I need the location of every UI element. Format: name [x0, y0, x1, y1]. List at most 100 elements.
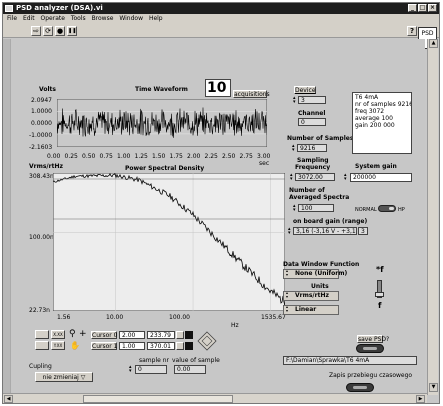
front-panel: Volts Time Waveform 10 acquisitions 2.09…: [11, 39, 425, 394]
info-line: freq 3072: [355, 108, 385, 115]
system-gain-label: System gain: [355, 163, 397, 170]
sampling-label-1: Sampling: [297, 157, 329, 164]
scale-ring[interactable]: Linear: [283, 305, 339, 315]
device-field[interactable]: 3: [298, 96, 326, 104]
waveform-xlabel: sec: [259, 160, 270, 167]
wave-ytick: 1.0000: [31, 108, 52, 115]
psd-xtick: 1535.67: [261, 314, 286, 321]
cursor-0-name[interactable]: Cursor 0: [91, 331, 118, 339]
wave-xtick: 2.50: [222, 153, 236, 160]
normal-hp-toggle[interactable]: [378, 205, 396, 212]
sample-nr-field[interactable]: 0: [135, 365, 167, 374]
board-gain-spinner-icon[interactable]: ▴ ▾: [288, 226, 291, 236]
menu-tools[interactable]: Tools: [70, 15, 86, 22]
acquisitions-label: acquisitions: [233, 90, 270, 98]
wave-ytick: -1.0000: [29, 132, 53, 139]
menu-help[interactable]: Help: [148, 15, 163, 22]
window-title: PSD analyzer (DSA).vi: [16, 4, 103, 12]
scroll-down-icon[interactable]: ▼: [429, 383, 438, 392]
cursor-0-x[interactable]: 2.00: [119, 331, 145, 339]
psd-trace: [53, 173, 285, 307]
scroll-left-icon[interactable]: ◀: [4, 395, 13, 403]
num-averaged-spinner-icon[interactable]: ▴ ▾: [293, 203, 296, 213]
save-waveform-button[interactable]: [346, 383, 374, 392]
x-scale-lock-button[interactable]: [35, 330, 49, 339]
file-path-field[interactable]: F:\Damian\Sprawka\T6 4mA: [283, 356, 417, 365]
scroll-thumb[interactable]: [83, 395, 233, 403]
toggle-normal-label: NORMAL: [355, 207, 377, 213]
psd-plot[interactable]: [53, 173, 285, 311]
sample-nr-label: sample nr: [139, 357, 169, 364]
y-format-button[interactable]: Y.XX: [51, 341, 65, 350]
window-function-ring[interactable]: None (Uniform): [283, 269, 347, 279]
channel-field[interactable]: 0: [298, 118, 326, 126]
pause-icon[interactable]: ❚❚: [67, 26, 77, 36]
scale-value: Linear: [295, 306, 317, 313]
device-spinner-icon[interactable]: ▴ ▾: [293, 95, 296, 105]
menu-file[interactable]: File: [7, 15, 18, 22]
system-gain-field[interactable]: 200000: [350, 173, 412, 182]
wave-xtick: 0.75: [99, 153, 113, 160]
menu-window[interactable]: Window: [119, 15, 144, 22]
psd-xtick: 1.56: [57, 314, 71, 321]
help-icon[interactable]: ?: [407, 26, 417, 36]
zoom-icon[interactable]: ⚲: [69, 329, 76, 339]
f-slider-handle[interactable]: [375, 292, 384, 297]
horizontal-scrollbar[interactable]: ◀ ▶: [3, 393, 427, 403]
cursor-1-color[interactable]: [185, 342, 193, 350]
run-arrow-icon[interactable]: ⇨: [31, 26, 41, 36]
close-button[interactable]: ×: [428, 4, 437, 12]
psd-title: Power Spectral Density: [125, 165, 205, 172]
num-samples-spinner-icon[interactable]: ▴ ▾: [292, 143, 295, 153]
info-line: nr of samples 9216: [355, 101, 412, 108]
x-format-button[interactable]: X.XX: [51, 330, 65, 339]
cursor-0-style[interactable]: [176, 331, 184, 339]
run-continuous-icon[interactable]: ⟳: [43, 26, 53, 36]
scroll-right-icon[interactable]: ▶: [416, 395, 425, 403]
cursor-1-style[interactable]: [176, 342, 184, 350]
info-line: T6 4mA: [355, 94, 379, 101]
cursor-1-name[interactable]: Cursor 1: [91, 342, 118, 350]
hand-pan-icon[interactable]: ✋: [70, 341, 80, 350]
time-waveform-plot[interactable]: [57, 99, 267, 147]
cursor-1-x[interactable]: 1.00: [119, 342, 145, 350]
minimize-button[interactable]: _: [408, 4, 417, 12]
cursor-0-y[interactable]: 233.79: [147, 331, 175, 339]
system-gain-spinner-icon[interactable]: ▴ ▾: [344, 172, 347, 182]
sampling-label-2: Frequency: [295, 164, 331, 171]
maximize-button[interactable]: □: [418, 4, 427, 12]
cursor-0-color[interactable]: [185, 331, 193, 339]
cursor-move-diamond-icon[interactable]: [197, 331, 217, 351]
cupling-label: Cupling: [29, 363, 52, 370]
save-psd-label: save PSD?: [357, 335, 390, 343]
menu-browse[interactable]: Browse: [91, 15, 114, 22]
f-slider-switch[interactable]: [377, 280, 382, 298]
crosshair-icon[interactable]: +: [79, 329, 87, 339]
save-psd-button[interactable]: [356, 344, 384, 353]
sampling-spinner-icon[interactable]: ▴ ▾: [290, 172, 293, 182]
cupling-select[interactable]: nie zmieniaj ▽: [35, 372, 93, 382]
num-samples-field[interactable]: 9216: [297, 144, 327, 152]
vi-window: PSD analyzer (DSA).vi _ □ × File Edit Op…: [2, 2, 440, 404]
units-ring[interactable]: Vrms/rtHz: [283, 291, 339, 301]
wave-xtick: 1.75: [169, 153, 183, 160]
y-scale-lock-button[interactable]: [35, 341, 49, 350]
scroll-up-icon[interactable]: ▲: [429, 39, 438, 48]
units-value: Vrms/rtHz: [295, 292, 329, 299]
sampling-frequency-field[interactable]: 3072.00: [295, 173, 335, 181]
sample-nr-spinner-icon[interactable]: ▴ ▾: [129, 364, 132, 374]
menu-operate[interactable]: Operate: [40, 15, 65, 22]
psd-ytick: 308.43n: [29, 173, 54, 180]
info-textbox: T6 4mA nr of samples 9216 freq 3072 aver…: [352, 92, 412, 154]
cursor-1-y[interactable]: 370.01: [147, 342, 175, 350]
psd-ytick: 22.73n: [29, 307, 50, 314]
num-averaged-field[interactable]: 100: [298, 204, 334, 212]
units-label: Units: [311, 283, 329, 290]
board-gain-select[interactable]: 3,16 (-3,16 V - +3,16 V): [293, 227, 357, 235]
menu-edit[interactable]: Edit: [22, 15, 35, 22]
abort-icon[interactable]: ●: [55, 26, 65, 36]
vertical-scrollbar[interactable]: ▲ ▼: [427, 39, 438, 395]
wave-xtick: 0.00: [47, 153, 61, 160]
psd-ylabel: Vrms/rtHz: [29, 163, 63, 170]
wave-xtick: 2.25: [204, 153, 218, 160]
